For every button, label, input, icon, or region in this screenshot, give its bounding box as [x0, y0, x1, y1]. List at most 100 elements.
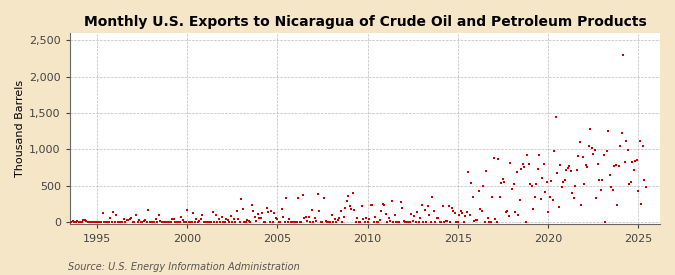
Point — [263, 210, 274, 214]
Point — [311, 219, 322, 223]
Point — [335, 209, 346, 213]
Point — [452, 220, 463, 224]
Point — [278, 214, 289, 219]
Point — [209, 220, 219, 224]
Point — [597, 178, 608, 182]
Point — [225, 213, 236, 218]
Point — [554, 205, 564, 209]
Point — [551, 170, 562, 175]
Point — [608, 188, 618, 192]
Point — [82, 220, 93, 224]
Point — [101, 219, 111, 224]
Point — [205, 220, 215, 224]
Point — [490, 216, 501, 221]
Point — [502, 209, 513, 213]
Point — [560, 178, 570, 182]
Point — [391, 220, 402, 224]
Point — [310, 216, 321, 220]
Point — [555, 163, 566, 167]
Point — [397, 206, 408, 210]
Point — [358, 217, 369, 221]
Point — [382, 220, 393, 224]
Point — [406, 212, 416, 216]
Point — [621, 139, 632, 143]
Point — [105, 216, 116, 220]
Point — [211, 212, 221, 217]
Point — [86, 220, 97, 224]
Point — [265, 220, 275, 224]
Point — [429, 209, 439, 213]
Point — [228, 217, 239, 221]
Point — [445, 220, 456, 224]
Point — [622, 148, 633, 152]
Point — [97, 211, 108, 215]
Point — [507, 186, 518, 191]
Point — [464, 213, 475, 218]
Point — [618, 53, 628, 57]
Point — [70, 220, 81, 224]
Point — [377, 202, 388, 206]
Point — [95, 220, 105, 224]
Point — [469, 219, 480, 223]
Point — [206, 220, 217, 224]
Point — [631, 158, 642, 162]
Point — [304, 214, 315, 219]
Point — [252, 212, 263, 216]
Point — [333, 215, 344, 220]
Point — [169, 220, 180, 224]
Point — [594, 178, 605, 183]
Point — [387, 220, 398, 224]
Point — [485, 220, 496, 224]
Point — [365, 203, 376, 207]
Point — [349, 207, 360, 212]
Point — [450, 211, 460, 215]
Point — [446, 206, 457, 210]
Point — [148, 220, 159, 224]
Point — [168, 217, 179, 221]
Point — [612, 203, 622, 207]
Point — [257, 211, 268, 215]
Point — [376, 209, 387, 213]
Point — [537, 176, 547, 180]
Point — [354, 220, 365, 224]
Point — [183, 220, 194, 224]
Point — [59, 218, 70, 222]
Point — [129, 219, 140, 224]
Point — [122, 218, 132, 222]
Point — [532, 167, 543, 171]
Point — [195, 217, 206, 221]
Point — [561, 168, 572, 172]
Point — [386, 199, 397, 204]
Point — [343, 194, 354, 199]
Point — [493, 157, 504, 161]
Point — [201, 220, 212, 224]
Point — [114, 220, 125, 224]
Point — [180, 220, 191, 224]
Point — [442, 219, 453, 223]
Point — [505, 161, 516, 165]
Point — [545, 178, 556, 183]
Point — [255, 215, 266, 220]
Point — [234, 220, 245, 224]
Point — [191, 217, 202, 221]
Point — [338, 215, 349, 220]
Point — [254, 215, 265, 220]
Point — [242, 218, 252, 222]
Point — [300, 214, 311, 219]
Point — [583, 144, 594, 148]
Point — [344, 204, 355, 208]
Point — [520, 220, 531, 224]
Point — [421, 220, 432, 224]
Point — [436, 220, 447, 224]
Point — [119, 217, 130, 221]
Point — [603, 129, 614, 133]
Point — [636, 201, 647, 206]
Point — [128, 220, 138, 224]
Point — [591, 196, 601, 200]
Point — [240, 220, 251, 224]
Point — [385, 218, 396, 223]
Point — [522, 153, 533, 158]
Point — [159, 220, 170, 224]
Point — [250, 214, 261, 219]
Point — [512, 213, 523, 218]
